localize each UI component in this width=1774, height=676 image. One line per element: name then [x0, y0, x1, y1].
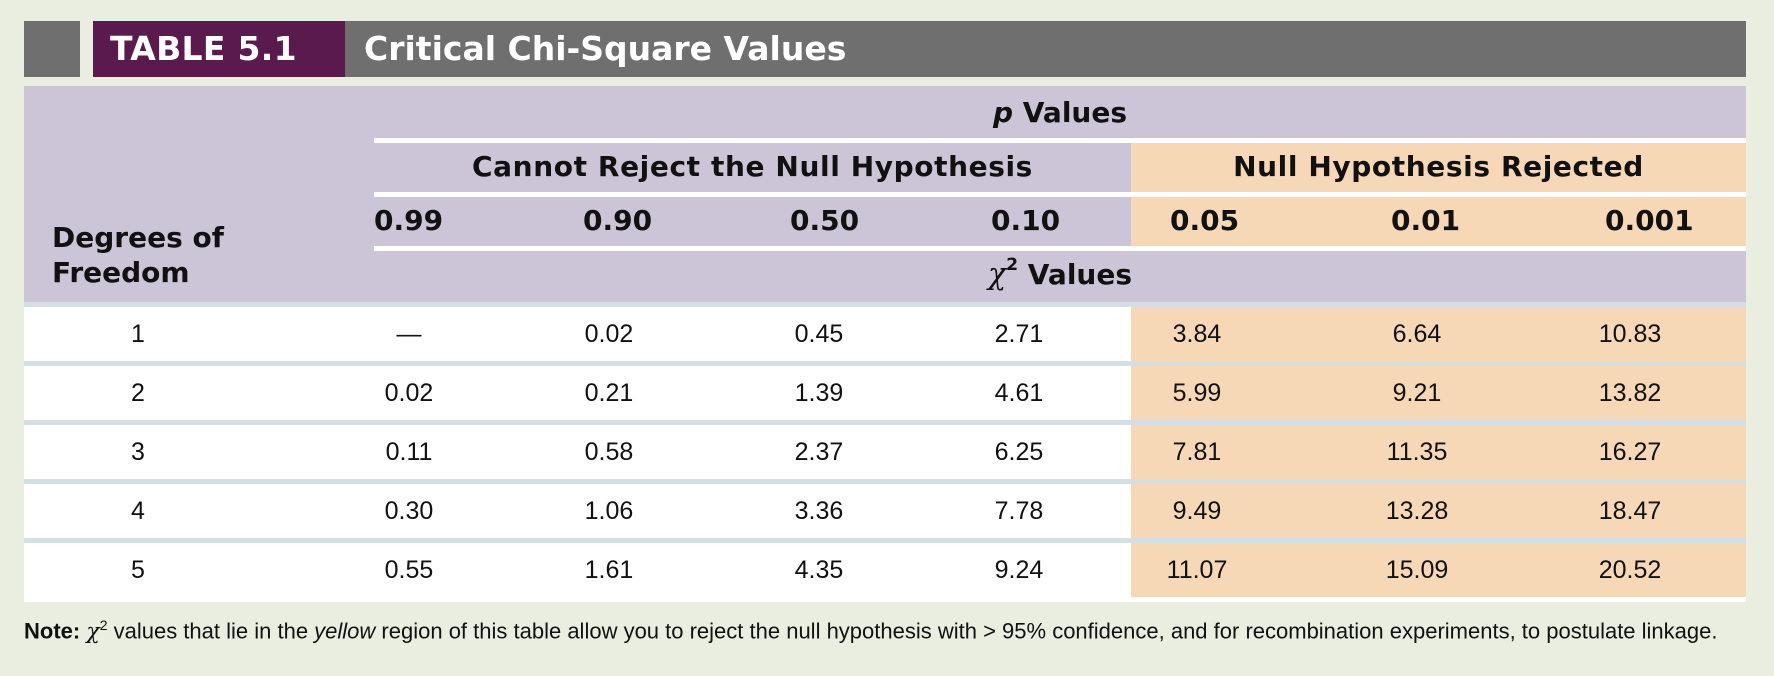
table-row: 5 0.55 1.61 4.35 9.24 11.07 15.09 20.52 [24, 543, 1746, 597]
p-col-heading: 0.001 [1605, 204, 1694, 237]
p-values-text: Values [1013, 96, 1127, 129]
df-cell: 3 [131, 438, 145, 466]
header-divider [374, 138, 1746, 143]
rejected-cell-region [1131, 366, 1746, 420]
value-cell: 0.58 [584, 438, 634, 466]
value-cell: 0.45 [794, 320, 844, 348]
value-cell: 7.78 [994, 497, 1044, 525]
table-note: Note: χ2 values that lie in the yellow r… [24, 610, 1746, 647]
value-cell: — [396, 320, 422, 348]
title-bar: TABLE 5.1 Critical Chi-Square Values [24, 21, 1746, 77]
value-cell: 5.99 [1172, 379, 1222, 407]
chi-values-heading: χ2 Values [374, 248, 1746, 302]
rejected-heading: Null Hypothesis Rejected [1233, 150, 1644, 183]
table-row: 4 0.30 1.06 3.36 7.78 9.49 13.28 18.47 [24, 484, 1746, 538]
value-cell: 2.37 [794, 438, 844, 466]
value-cell: 1.39 [794, 379, 844, 407]
value-cell: 9.24 [994, 556, 1044, 584]
table-row: 2 0.02 0.21 1.39 4.61 5.99 9.21 13.82 [24, 366, 1746, 420]
value-cell: 0.02 [584, 320, 634, 348]
chi-symbol: χ2 [988, 255, 1019, 293]
header-divider [374, 246, 1746, 251]
value-cell: 11.35 [1386, 438, 1448, 466]
rejected-cell-region [1131, 484, 1746, 538]
note-chi-exponent: 2 [99, 617, 108, 633]
value-cell: 20.52 [1598, 556, 1662, 584]
value-cell: 6.64 [1392, 320, 1442, 348]
value-cell: 3.84 [1172, 320, 1222, 348]
value-cell: 11.07 [1166, 556, 1228, 584]
value-cell: 1.06 [584, 497, 634, 525]
value-cell: 18.47 [1598, 497, 1662, 525]
header-divider [374, 192, 1746, 197]
value-cell: 10.83 [1598, 320, 1662, 348]
p-col-heading: 0.05 [1170, 204, 1240, 237]
rejected-cell-region [1131, 543, 1746, 597]
value-cell: 16.27 [1598, 438, 1662, 466]
value-cell: 13.28 [1385, 497, 1449, 525]
chi-exponent: 2 [1006, 255, 1019, 275]
value-cell: 4.35 [794, 556, 844, 584]
p-col-heading: 0.01 [1391, 204, 1461, 237]
p-values-heading: p Values [374, 86, 1746, 140]
value-cell: 6.25 [994, 438, 1044, 466]
row-separator [24, 538, 1746, 543]
row-separator [24, 302, 1746, 307]
p-col-heading: 0.50 [790, 204, 860, 237]
df-cell: 1 [131, 320, 145, 348]
table-number-label: TABLE 5.1 [93, 21, 359, 77]
chi-letter: χ [988, 257, 1007, 292]
df-cell: 2 [131, 379, 145, 407]
value-cell: 1.61 [584, 556, 634, 584]
value-cell: 0.21 [584, 379, 634, 407]
value-cell: 3.36 [794, 497, 844, 525]
value-cell: 7.81 [1172, 438, 1222, 466]
value-cell: 0.55 [384, 556, 434, 584]
value-cell: 13.82 [1598, 379, 1662, 407]
value-cell: 15.09 [1385, 556, 1449, 584]
note-text-part2: region of this table allow you to reject… [375, 618, 1718, 644]
p-col-heading: 0.10 [991, 204, 1061, 237]
value-cell: 9.21 [1392, 379, 1442, 407]
rejected-cell-region [1131, 425, 1746, 479]
value-cell: 0.30 [384, 497, 434, 525]
table-row: 3 0.11 0.58 2.37 6.25 7.81 11.35 16.27 [24, 425, 1746, 479]
note-text-part1: values that lie in the [107, 618, 315, 644]
df-cell: 5 [131, 556, 145, 584]
table-row: 1 — 0.02 0.45 2.71 3.84 6.64 10.83 [24, 307, 1746, 361]
value-cell: 0.02 [384, 379, 434, 407]
p-col-heading: 0.99 [374, 204, 444, 237]
chi-square-table: p Values Cannot Reject the Null Hypothes… [24, 86, 1746, 602]
rejected-cell-region [1131, 307, 1746, 361]
cannot-reject-heading: Cannot Reject the Null Hypothesis [472, 150, 1033, 183]
row-separator [24, 361, 1746, 366]
value-cell: 9.49 [1172, 497, 1222, 525]
note-chi-symbol: χ [86, 619, 100, 645]
df-cell: 4 [131, 497, 145, 525]
degrees-of-freedom-heading: Degrees of Freedom [52, 221, 224, 289]
p-symbol: p [992, 96, 1014, 129]
note-label: Note: [24, 618, 81, 644]
table-title: Critical Chi-Square Values [345, 21, 1746, 77]
row-separator [24, 479, 1746, 484]
value-cell: 2.71 [994, 320, 1044, 348]
chi-values-text: Values [1018, 258, 1132, 291]
title-bar-left-block [24, 21, 80, 77]
row-separator [24, 420, 1746, 425]
p-col-heading: 0.90 [583, 204, 653, 237]
value-cell: 4.61 [994, 379, 1044, 407]
value-cell: 0.11 [385, 438, 433, 466]
note-emphasis: yellow [314, 618, 376, 644]
